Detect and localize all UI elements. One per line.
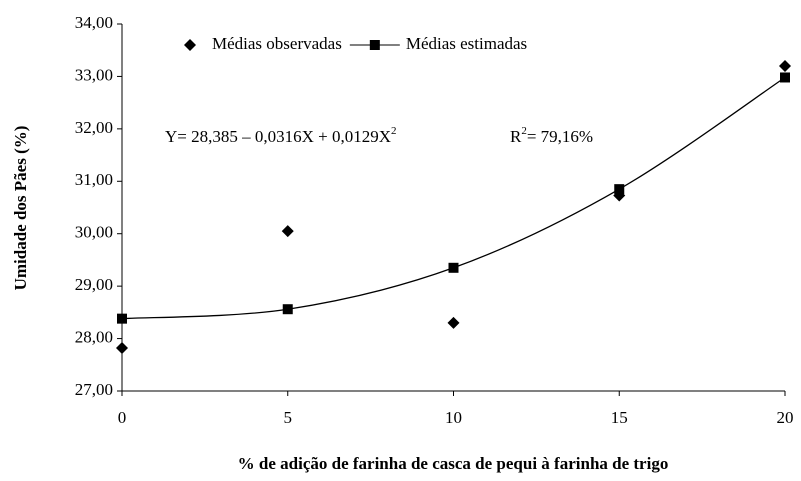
square-point bbox=[282, 304, 293, 315]
y-tick-label: 31,00 bbox=[75, 170, 113, 189]
legend-label: Médias estimadas bbox=[406, 34, 527, 53]
x-tick-label: 0 bbox=[118, 408, 127, 427]
diamond-point bbox=[116, 342, 128, 355]
diamond-point bbox=[447, 316, 460, 329]
y-axis-label: Umidade dos Pães (%) bbox=[11, 126, 30, 291]
x-tick-label: 15 bbox=[611, 408, 628, 427]
diamond-point bbox=[281, 225, 294, 238]
estimated-line bbox=[121, 76, 786, 320]
x-axis-label: % de adição de farinha de casca de pequi… bbox=[238, 454, 669, 473]
square-point bbox=[448, 262, 459, 273]
r2-sup: 2 bbox=[521, 125, 527, 137]
square-point bbox=[117, 313, 127, 324]
x-tick-label: 10 bbox=[445, 408, 462, 427]
x-tick-label: 5 bbox=[284, 408, 293, 427]
y-tick-label: 34,00 bbox=[75, 13, 113, 32]
x-tick-label: 20 bbox=[777, 408, 794, 427]
r2-text: R bbox=[510, 127, 522, 146]
diamond-point bbox=[779, 59, 791, 72]
legend-label: Médias observadas bbox=[212, 34, 342, 53]
square-point bbox=[780, 72, 790, 83]
legend-marker bbox=[369, 40, 380, 50]
r-squared: R2= 79,16% bbox=[510, 125, 593, 146]
equation-sup: 2 bbox=[391, 125, 397, 137]
y-tick-label: 33,00 bbox=[75, 65, 113, 84]
r2-rest: = 79,16% bbox=[527, 127, 593, 146]
equation-text: Y= 28,385 – 0,0316X + 0,0129X bbox=[165, 127, 391, 146]
y-tick-label: 29,00 bbox=[75, 275, 113, 294]
square-point bbox=[614, 184, 625, 195]
y-tick-label: 30,00 bbox=[75, 223, 113, 242]
equation: Y= 28,385 – 0,0316X + 0,0129X2 bbox=[165, 125, 397, 146]
y-tick-label: 32,00 bbox=[75, 118, 113, 137]
y-tick-label: 27,00 bbox=[75, 380, 113, 399]
legend-marker bbox=[184, 39, 196, 51]
y-tick-label: 28,00 bbox=[75, 327, 113, 346]
